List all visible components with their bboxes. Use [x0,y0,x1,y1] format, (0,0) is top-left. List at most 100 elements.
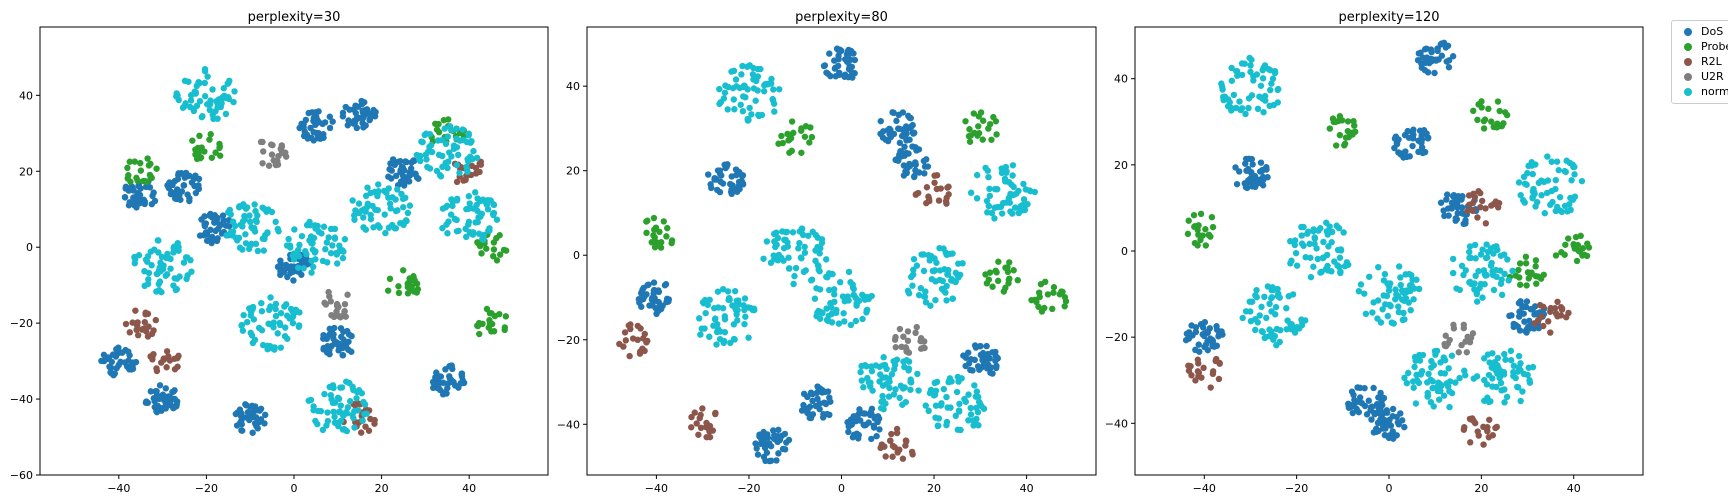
data-point [167,265,174,272]
data-point [811,295,819,302]
data-point [998,210,1006,217]
data-point [818,309,825,316]
data-point [979,117,987,124]
data-point [786,131,793,139]
data-point [1202,341,1210,348]
data-point [421,131,428,139]
data-point [1251,315,1259,323]
data-point [1522,260,1530,267]
legend-marker [1684,72,1692,81]
data-point [1228,64,1235,72]
data-point [1458,262,1466,270]
data-point [381,211,388,218]
data-point [1464,207,1471,215]
data-point [1473,298,1481,305]
data-point [1543,189,1551,197]
y-tick-label: −40 [10,393,33,406]
data-point [847,321,855,329]
data-point [199,112,206,120]
data-point [1482,205,1489,212]
data-point [1333,222,1340,229]
data-point [771,108,778,115]
data-point [1395,303,1402,310]
data-point [290,277,297,284]
data-point [1557,304,1565,311]
data-point [859,315,866,323]
data-point [365,110,372,117]
data-point [163,254,170,262]
data-point [122,320,130,328]
data-point [1519,388,1526,395]
data-point [1526,377,1533,384]
data-point [170,244,177,252]
data-point [876,426,883,433]
data-point [823,305,830,312]
data-point [238,421,245,428]
data-point [1523,181,1530,188]
data-point [1385,282,1393,290]
data-point [449,202,456,210]
data-point [392,225,400,232]
data-point [465,132,472,139]
data-point [858,291,866,299]
data-point [784,239,791,246]
data-point [809,397,816,405]
data-point [1490,286,1498,294]
data-point [125,187,133,194]
data-point [1366,273,1373,280]
data-point [1498,291,1506,299]
data-point [741,295,749,302]
data-point [973,195,981,202]
data-point [1243,184,1251,192]
data-point [882,136,889,143]
data-point [744,86,751,93]
data-point [1328,228,1336,236]
data-point [184,191,191,198]
data-point [138,326,146,333]
data-point [1334,117,1342,125]
legend: DoSProbeR2LU2Rnormal [1671,20,1728,104]
data-point [1331,258,1338,265]
data-point [496,310,503,318]
data-point [899,455,907,462]
data-point [1430,403,1437,410]
data-point [196,132,203,140]
data-point [1209,370,1217,378]
data-point [181,77,189,85]
data-point [886,378,893,385]
data-point [799,231,807,239]
data-point [406,202,414,209]
data-point [285,235,292,243]
data-point [797,127,805,134]
data-point [155,286,163,294]
data-point [881,361,889,369]
data-point [643,291,650,298]
data-point [959,260,966,267]
y-tick-label: 0 [26,241,33,254]
data-point [131,260,139,267]
data-point [186,197,193,205]
data-point [828,319,836,326]
data-point [1397,281,1404,289]
data-point [1061,303,1068,310]
data-point [465,205,472,213]
data-point [915,387,922,394]
data-point [274,161,282,168]
data-point [1246,298,1253,305]
data-point [1429,378,1436,385]
data-point [1479,294,1486,301]
data-point [496,251,504,258]
data-point [349,411,356,419]
data-point [251,228,259,235]
data-point [1300,242,1307,249]
data-point [966,126,973,133]
data-point [277,268,284,275]
data-point [1449,255,1457,263]
data-point [904,287,912,295]
data-point [329,118,336,125]
data-point [1336,131,1344,139]
data-point [656,303,663,310]
data-point [259,341,267,349]
data-point [1510,368,1517,376]
data-point [1307,273,1315,281]
